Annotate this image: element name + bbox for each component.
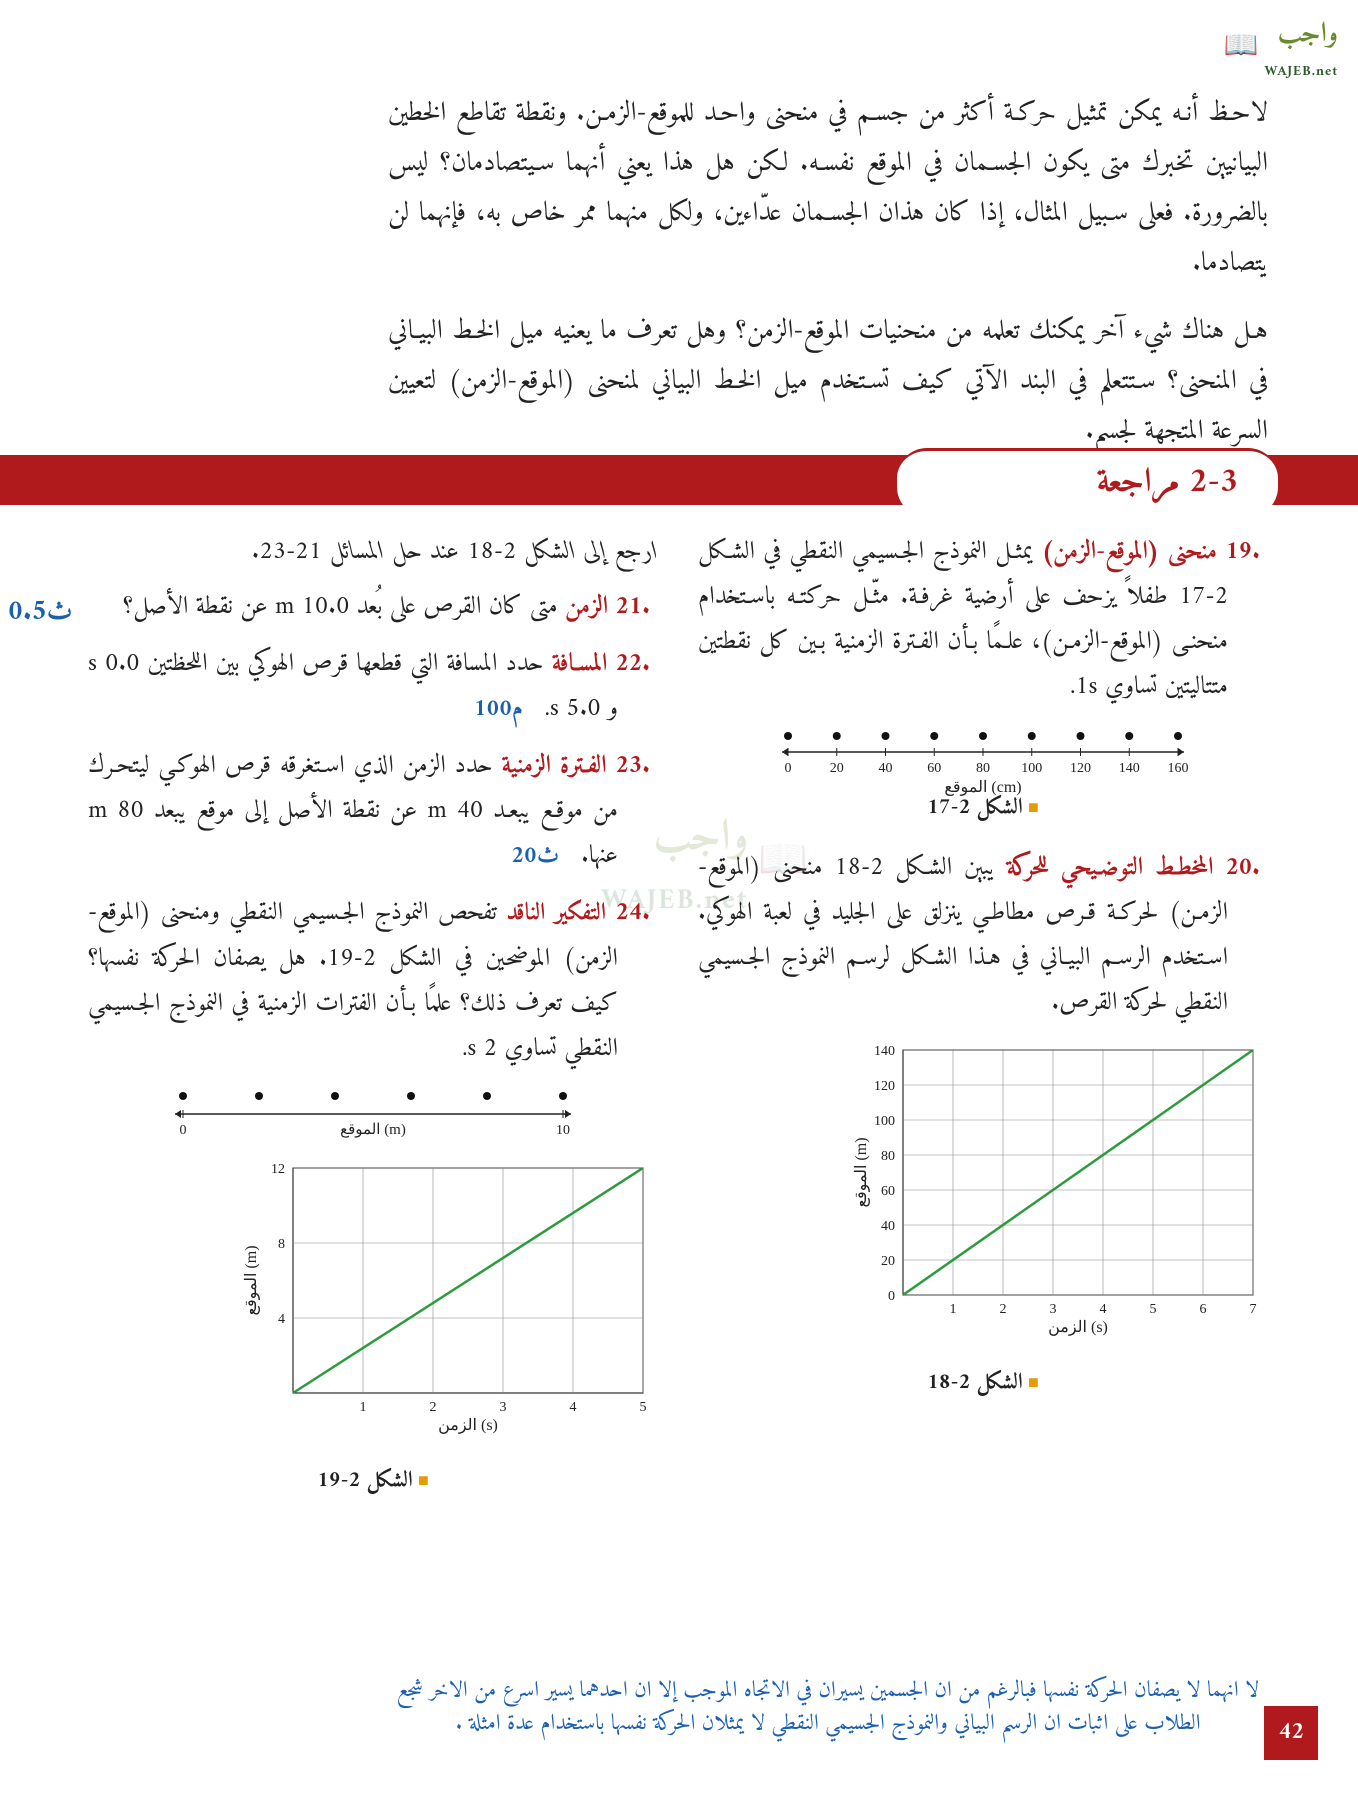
question-19: .19 منحنى (الموقع-الزمن) يمثـل النموذج ا… [698, 530, 1236, 710]
svg-text:20: 20 [881, 1254, 895, 1269]
review-heading: 2-3 مراجعة [897, 448, 1278, 517]
svg-text:80: 80 [976, 761, 990, 776]
logo-ar: واجب [1264, 10, 1338, 59]
q19-title: منحنى (الموقع-الزمن) [1041, 530, 1217, 574]
question-20: .20 المخطـط التوضـيحي للحركة يبين الشـكل… [698, 846, 1236, 1026]
q23-num: .23 [615, 744, 650, 788]
svg-text:الموقع (m): الموقع (m) [853, 1137, 870, 1207]
svg-text:4: 4 [570, 1400, 577, 1415]
q24-title: التفكير الناقد [506, 893, 606, 935]
refer-line: ارجع إلى الشكل 2-18 عند حل المسائل 21-23… [88, 530, 658, 575]
question-21: .21 الزمن متى كان القرص على بُعد 10.0 m … [88, 585, 626, 630]
figure-19-caption: ■ الشكل 2-19 [88, 1461, 658, 1501]
svg-text:80: 80 [881, 1149, 895, 1164]
svg-text:60: 60 [927, 761, 941, 776]
question-22: .22 المسـافة حدد المسافة التي قطعها قرص … [88, 642, 626, 732]
svg-text:20: 20 [830, 761, 844, 776]
column-right: .19 منحنى (الموقع-الزمن) يمثـل النموذج ا… [698, 530, 1268, 1500]
q21-body: متى كان القرص على بُعد 10.0 m عن نقطة ال… [123, 585, 565, 629]
caption-square-icon: ■ [1023, 1369, 1039, 1400]
svg-text:12: 12 [271, 1162, 285, 1177]
q20-title: المخطـط التوضـيحي للحركة [1007, 846, 1214, 890]
figure-19-numberline: 0 10 الموقع (m) [163, 1084, 583, 1144]
intro-text: لاحـظ أنـه يمكن تمثيل حركـة أكثر من جسـم… [388, 90, 1268, 476]
svg-text:الموقع (m): الموقع (m) [340, 1122, 406, 1138]
svg-text:40: 40 [881, 1219, 895, 1234]
q19-num: .19 [1225, 530, 1260, 574]
svg-text:الزمن (s): الزمن (s) [1048, 1319, 1108, 1336]
svg-text:5: 5 [640, 1400, 647, 1415]
svg-text:2: 2 [1000, 1302, 1007, 1317]
figure-18-caption: ■ الشكل 2-18 [698, 1363, 1268, 1403]
svg-text:الموقع (m): الموقع (m) [243, 1245, 260, 1315]
question-24: .24 التفكير الناقد تفحص النموذج الجـسيمي… [88, 891, 626, 1071]
figure-18-chart: 1 2 3 4 5 6 7 0 20 40 60 80 100 120 140 الزمن (s) الموقع… [698, 1040, 1268, 1403]
q22-num: .22 [615, 642, 650, 686]
svg-text:1: 1 [950, 1302, 957, 1317]
svg-text:0: 0 [180, 1123, 187, 1138]
svg-text:0: 0 [888, 1289, 895, 1304]
svg-text:3: 3 [1050, 1302, 1057, 1317]
q21-title: الزمن [565, 585, 608, 629]
figure-19-chart: 123454812الزمن (s)الموقع (m) ■ الشكل 2-1… [88, 1158, 658, 1501]
svg-text:3: 3 [500, 1400, 507, 1415]
q22-body: حدد المسافة التي قطعها قرص الهوكي بين ال… [88, 642, 618, 731]
question-23: .23 الفـترة الزمنية حدد الزمن الذي اسـتغ… [88, 744, 626, 879]
site-logo: واجب WAJEB.net 📖 [1224, 10, 1338, 84]
svg-text:120: 120 [1070, 761, 1091, 776]
q20-num: .20 [1225, 846, 1260, 890]
column-left: ارجع إلى الشكل 2-18 عند حل المسائل 21-23… [88, 530, 658, 1500]
figure-17-numberline: 020406080100120140160الموقع (cm) [773, 722, 1193, 782]
svg-text:الموقع (cm): الموقع (cm) [944, 779, 1021, 796]
svg-text:160: 160 [1168, 761, 1189, 776]
svg-text:140: 140 [1119, 761, 1140, 776]
svg-text:2: 2 [430, 1400, 437, 1415]
svg-text:10: 10 [556, 1123, 570, 1138]
svg-text:6: 6 [1200, 1302, 1207, 1317]
svg-text:7: 7 [1250, 1302, 1257, 1317]
svg-text:60: 60 [881, 1184, 895, 1199]
svg-text:الزمن (s): الزمن (s) [438, 1417, 498, 1434]
answer-23: ث20 [511, 836, 559, 878]
caption-square-icon: ■ [413, 1467, 429, 1498]
svg-text:1: 1 [360, 1400, 367, 1415]
questions-columns: .19 منحنى (الموقع-الزمن) يمثـل النموذج ا… [68, 530, 1268, 1500]
answer-22: م100 [474, 689, 523, 731]
svg-text:100: 100 [874, 1114, 895, 1129]
page-number: 42 [1264, 1706, 1318, 1760]
intro-p1: لاحـظ أنـه يمكن تمثيل حركـة أكثر من جسـم… [388, 90, 1268, 290]
logo-en: WAJEB.net [1264, 59, 1338, 84]
svg-text:40: 40 [879, 761, 893, 776]
svg-text:120: 120 [874, 1079, 895, 1094]
q23-title: الفـترة الزمنية [502, 744, 607, 788]
svg-text:100: 100 [1021, 761, 1042, 776]
svg-text:0: 0 [785, 761, 792, 776]
q21-num: .21 [615, 585, 650, 629]
book-icon: 📖 [1224, 23, 1259, 72]
svg-text:4: 4 [278, 1312, 285, 1327]
svg-text:4: 4 [1100, 1302, 1107, 1317]
q22-title: المسـافة [552, 642, 608, 686]
svg-text:8: 8 [278, 1237, 285, 1252]
answer-21-margin: ث0.5 [8, 588, 73, 637]
intro-p2: هـل هناك شيء آخر يمكنك تعلمه من منحنيات … [388, 308, 1268, 458]
teacher-note: لا انهما لا يصفان الحركة نفسها فبالرغم م… [388, 1674, 1268, 1740]
svg-text:140: 140 [874, 1044, 895, 1059]
svg-text:5: 5 [1150, 1302, 1157, 1317]
q24-num: .24 [615, 891, 650, 935]
